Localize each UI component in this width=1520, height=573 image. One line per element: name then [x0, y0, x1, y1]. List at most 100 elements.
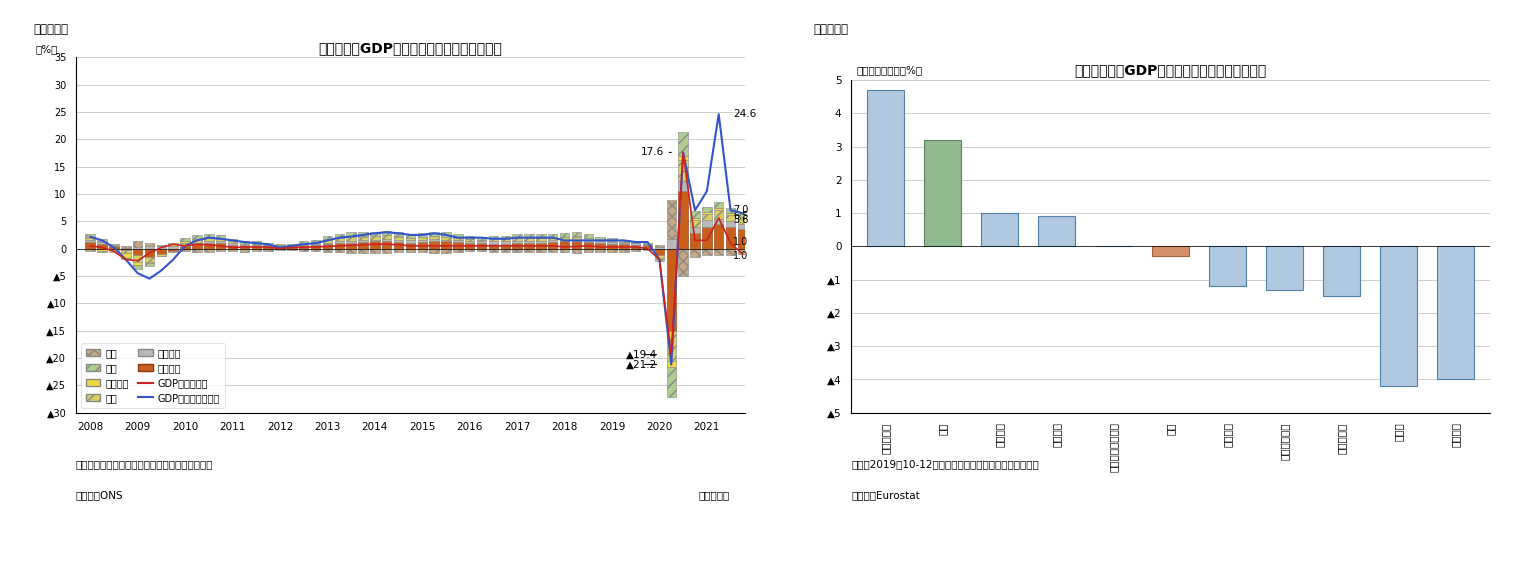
- Bar: [429, 231, 439, 236]
- Text: 24.6: 24.6: [733, 109, 755, 119]
- Bar: [406, 241, 415, 242]
- Bar: [453, 234, 462, 238]
- Bar: [714, 210, 724, 218]
- Bar: [251, 245, 261, 246]
- Bar: [572, 236, 581, 237]
- Bar: [596, 237, 605, 240]
- Legend: 輸入, 輸出, 在庫変動, 投資, 政府消費, 個人消費, GDP（前期比）, GDP（前年同期比）: 輸入, 輸出, 在庫変動, 投資, 政府消費, 個人消費, GDP（前期比）, …: [81, 343, 225, 408]
- Bar: [678, 156, 689, 159]
- Bar: [619, 249, 629, 250]
- Bar: [394, 242, 403, 249]
- Bar: [382, 236, 392, 240]
- Bar: [310, 244, 321, 245]
- Bar: [619, 244, 629, 249]
- Bar: [169, 249, 178, 251]
- Bar: [1038, 217, 1075, 246]
- Bar: [559, 241, 570, 249]
- Bar: [441, 237, 451, 240]
- Bar: [584, 249, 593, 253]
- Bar: [608, 242, 617, 244]
- Bar: [192, 239, 202, 240]
- Text: 1.0: 1.0: [733, 237, 748, 247]
- Bar: [359, 231, 368, 236]
- Bar: [737, 229, 748, 249]
- Bar: [192, 236, 202, 239]
- Bar: [192, 249, 202, 252]
- Bar: [322, 249, 333, 252]
- Bar: [204, 243, 213, 249]
- Bar: [334, 243, 344, 249]
- Bar: [240, 249, 249, 252]
- Bar: [228, 241, 237, 243]
- Bar: [608, 249, 617, 252]
- Bar: [251, 241, 261, 244]
- Bar: [169, 242, 178, 244]
- Bar: [596, 240, 605, 241]
- Bar: [547, 241, 558, 242]
- Bar: [690, 211, 699, 218]
- Bar: [572, 249, 581, 253]
- Bar: [584, 241, 593, 242]
- Text: （%）: （%）: [36, 44, 58, 54]
- Bar: [512, 249, 521, 253]
- Bar: [584, 242, 593, 249]
- Bar: [394, 249, 403, 253]
- Bar: [643, 245, 652, 249]
- Bar: [251, 249, 261, 252]
- Bar: [678, 159, 689, 182]
- Bar: [465, 249, 474, 252]
- Bar: [109, 245, 119, 246]
- Bar: [465, 236, 474, 239]
- Bar: [547, 249, 558, 253]
- Bar: [359, 241, 368, 242]
- Bar: [690, 249, 699, 257]
- Bar: [643, 244, 652, 245]
- Bar: [181, 249, 190, 252]
- Bar: [97, 244, 106, 249]
- Bar: [97, 251, 106, 252]
- Bar: [572, 240, 581, 241]
- Bar: [690, 218, 699, 220]
- Bar: [453, 241, 462, 242]
- Bar: [714, 202, 724, 207]
- Bar: [157, 249, 166, 254]
- Bar: [310, 245, 321, 249]
- Bar: [322, 240, 333, 242]
- Bar: [737, 217, 748, 218]
- Bar: [299, 244, 309, 245]
- Bar: [465, 240, 474, 241]
- Bar: [453, 242, 462, 249]
- Bar: [655, 249, 664, 255]
- Bar: [596, 243, 605, 249]
- Bar: [584, 238, 593, 241]
- Bar: [429, 249, 439, 253]
- Bar: [441, 249, 451, 253]
- Bar: [109, 249, 119, 252]
- Bar: [488, 236, 499, 240]
- Bar: [429, 236, 439, 240]
- Bar: [714, 218, 724, 224]
- Bar: [631, 243, 640, 245]
- Bar: [702, 249, 711, 255]
- Bar: [122, 250, 131, 253]
- Bar: [347, 241, 356, 242]
- Bar: [737, 249, 748, 254]
- Bar: [737, 218, 748, 224]
- Bar: [382, 231, 392, 236]
- Bar: [369, 240, 380, 241]
- Text: （資料）Eurostat: （資料）Eurostat: [851, 490, 920, 500]
- Bar: [477, 240, 486, 241]
- Bar: [714, 249, 724, 255]
- Bar: [1208, 246, 1246, 286]
- Bar: [702, 220, 711, 227]
- Bar: [667, 331, 676, 360]
- Bar: [181, 246, 190, 249]
- Bar: [488, 249, 499, 253]
- Bar: [240, 246, 249, 249]
- Bar: [547, 234, 558, 238]
- Bar: [547, 238, 558, 241]
- Bar: [181, 242, 190, 245]
- Bar: [334, 241, 344, 243]
- Bar: [322, 242, 333, 244]
- Bar: [608, 241, 617, 242]
